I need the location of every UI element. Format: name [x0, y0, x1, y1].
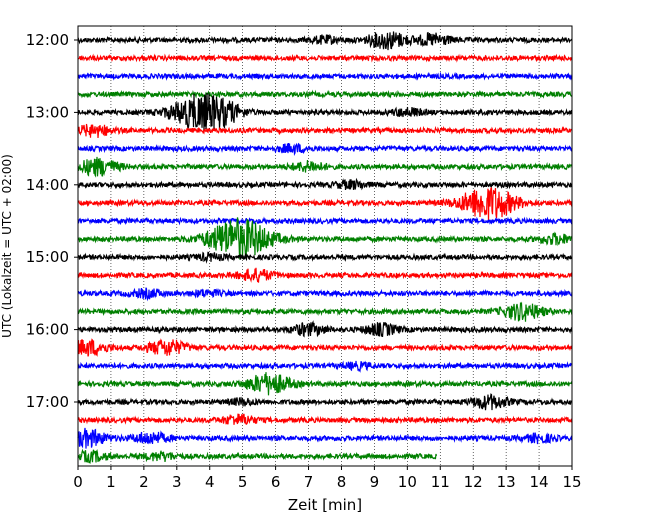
trace-15:15: [77, 267, 573, 283]
trace-13:15: [77, 123, 573, 139]
x-tick-label: 5: [238, 473, 248, 491]
trace-14:00: [77, 177, 573, 191]
trace-12:15: [77, 53, 573, 63]
trace-16:30: [77, 360, 573, 373]
y-tick-label: 12:00: [26, 31, 69, 49]
trace-15:00: [77, 251, 573, 264]
x-tick-label: 7: [304, 473, 314, 491]
seismogram-traces: [77, 31, 573, 465]
x-tick-label: 4: [205, 473, 215, 491]
x-tick-label: 12: [464, 473, 483, 491]
x-tick-label: 11: [431, 473, 450, 491]
trace-14:15: [77, 187, 573, 222]
trace-16:45: [77, 372, 573, 396]
y-tick-label: 17:00: [26, 393, 69, 411]
y-axis-ticks: 12:00 13:00 14:00 15:00 16:00 17:00: [26, 31, 78, 411]
trace-17:15: [77, 413, 573, 425]
trace-17:30: [77, 427, 573, 449]
trace-17:00: [77, 393, 573, 411]
x-tick-label: 15: [562, 473, 581, 491]
x-axis-title: Zeit [min]: [288, 496, 362, 514]
y-tick-label: 16:00: [26, 321, 69, 339]
trace-13:30: [77, 142, 573, 156]
trace-12:45: [77, 89, 573, 99]
trace-13:00: [77, 92, 573, 131]
trace-15:45: [77, 301, 573, 322]
x-axis-ticks: 0 1 2 3 4 5 6 7 8 9 10 11 12 13 14 15: [73, 466, 582, 491]
vertical-grid: [110, 26, 540, 466]
x-tick-label: 1: [106, 473, 116, 491]
x-tick-label: 8: [337, 473, 347, 491]
trace-14:30: [77, 216, 573, 226]
x-tick-label: 10: [398, 473, 417, 491]
trace-15:30: [77, 287, 573, 302]
trace-13:45: [77, 156, 573, 178]
y-tick-label: 15:00: [26, 248, 69, 266]
trace-12:30: [77, 71, 573, 81]
x-tick-label: 14: [530, 473, 549, 491]
trace-16:15: [77, 338, 573, 357]
trace-16:00: [77, 320, 573, 338]
trace-14:45: [77, 217, 573, 260]
x-tick-label: 0: [73, 473, 83, 491]
x-tick-label: 2: [139, 473, 149, 491]
x-tick-label: 6: [271, 473, 281, 491]
trace-12:00: [77, 31, 573, 51]
y-tick-label: 13:00: [26, 103, 69, 121]
x-tick-label: 9: [370, 473, 380, 491]
trace-17:45: [77, 448, 438, 465]
y-tick-label: 14:00: [26, 176, 69, 194]
plot-frame: [77, 25, 573, 467]
x-tick-label: 3: [172, 473, 182, 491]
x-tick-label: 13: [497, 473, 516, 491]
y-axis-title: UTC (Lokalzeit = UTC + 02:00): [0, 154, 14, 338]
